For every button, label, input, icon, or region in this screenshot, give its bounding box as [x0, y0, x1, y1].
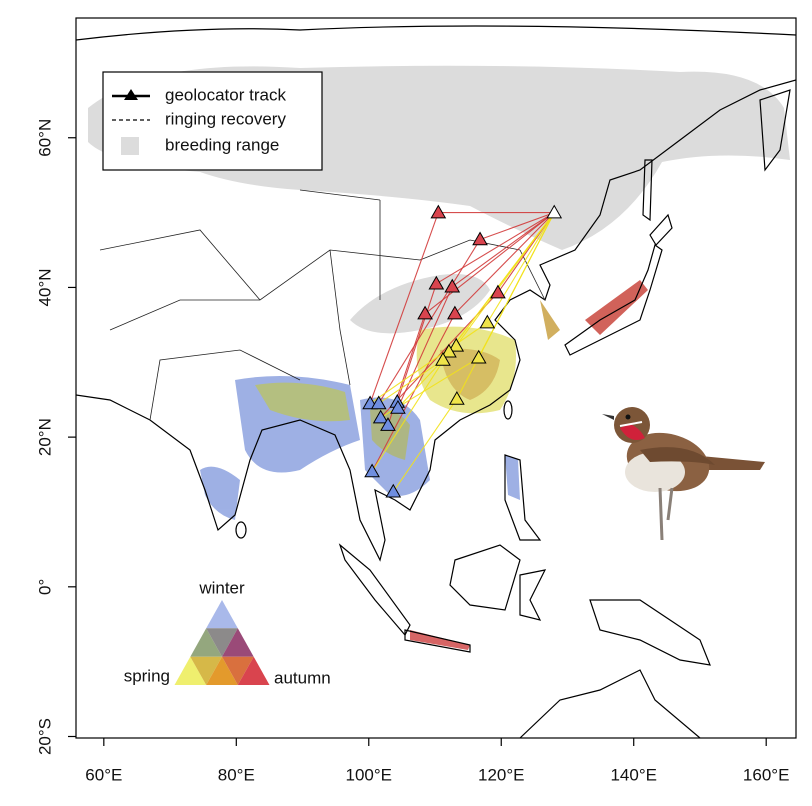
ternary-cell	[190, 628, 222, 657]
x-tick-label: 100°E	[346, 765, 393, 784]
x-tick-label: 60°E	[85, 765, 122, 784]
japan	[564, 244, 663, 356]
track-line	[397, 286, 453, 409]
site-marker	[385, 483, 402, 498]
site-marker	[441, 343, 457, 358]
legend-label: geolocator track	[165, 85, 286, 104]
site-marker	[448, 337, 465, 352]
site-marker	[372, 409, 389, 424]
y-tick-label: 20°N	[35, 418, 54, 456]
new-guinea	[589, 599, 711, 666]
site-marker	[370, 395, 387, 410]
sri-lanka	[235, 521, 247, 539]
taiwan	[503, 400, 513, 420]
ternary-cell	[206, 656, 238, 685]
site-marker	[428, 275, 445, 290]
border	[99, 189, 546, 421]
kamchatka	[759, 89, 791, 172]
ternary-label: winter	[198, 578, 245, 597]
track-line	[424, 212, 555, 315]
x-tick-label: 160°E	[743, 765, 790, 784]
site-marker	[490, 284, 506, 299]
site-marker	[447, 305, 463, 320]
track-line	[454, 212, 555, 315]
x-tick-label: 140°E	[610, 765, 657, 784]
sakhalin	[642, 159, 653, 222]
ternary-cell	[190, 656, 222, 685]
y-tick-label: 40°N	[35, 268, 54, 306]
legend: geolocator track ringing recovery breedi…	[102, 71, 323, 171]
x-tick-label: 120°E	[478, 765, 525, 784]
australia	[519, 669, 701, 738]
track-line	[392, 398, 458, 493]
track-line	[486, 212, 555, 323]
legend-swatch	[121, 137, 139, 155]
site-marker	[479, 314, 496, 329]
sumatra	[338, 543, 411, 637]
site-marker	[417, 305, 433, 320]
track-line	[378, 359, 444, 404]
site-marker	[449, 390, 465, 405]
site-marker	[470, 349, 487, 364]
track-line	[369, 212, 439, 404]
y-tick-label: 0°	[35, 579, 54, 595]
y-tick-label: 20°S	[35, 718, 54, 755]
site-marker	[364, 463, 380, 478]
ternary-cell	[206, 600, 238, 629]
site-marker	[390, 399, 406, 414]
borneo	[449, 544, 521, 611]
legend-box	[102, 71, 323, 171]
coastline	[76, 79, 796, 562]
markers	[362, 204, 563, 498]
site-marker	[430, 204, 447, 219]
tracks	[369, 212, 555, 493]
site-marker	[435, 352, 451, 366]
sulawesi	[519, 569, 547, 621]
plot-frame	[75, 17, 797, 739]
ternary-cell	[206, 628, 238, 657]
track-line	[436, 212, 555, 285]
habitat-patches	[200, 280, 648, 650]
ternary-cell	[222, 656, 254, 685]
japan	[649, 213, 673, 246]
coastline	[76, 25, 796, 41]
philippines	[504, 454, 542, 541]
ternary-label: spring	[124, 666, 170, 685]
track-line	[378, 239, 481, 404]
legend-label: ringing recovery	[165, 109, 286, 128]
legend-marker	[124, 89, 138, 100]
ternary-cell	[174, 656, 207, 685]
ternary-cell	[237, 656, 270, 685]
track-line	[396, 283, 437, 403]
site-marker	[444, 278, 461, 293]
legend-label: breeding range	[165, 135, 279, 154]
site-marker	[472, 231, 488, 246]
track-line	[451, 212, 555, 288]
site-marker	[546, 204, 563, 219]
java	[404, 629, 471, 653]
y-tick-label: 60°N	[35, 119, 54, 157]
ternary-legend: winter spring autumn	[124, 578, 331, 687]
track-line	[371, 351, 450, 472]
track-line	[369, 322, 488, 404]
x-tick-label: 80°E	[218, 765, 255, 784]
site-marker	[380, 417, 396, 431]
track-line	[479, 212, 555, 241]
bird-illustration	[602, 407, 765, 541]
track-line	[371, 313, 456, 472]
ternary-label: autumn	[274, 668, 331, 687]
track-line	[456, 212, 555, 400]
ternary-cell	[222, 628, 254, 657]
axes: 60°E 80°E 100°E 120°E 140°E 160°E 20°S 0° 20°N 40…	[35, 119, 789, 785]
